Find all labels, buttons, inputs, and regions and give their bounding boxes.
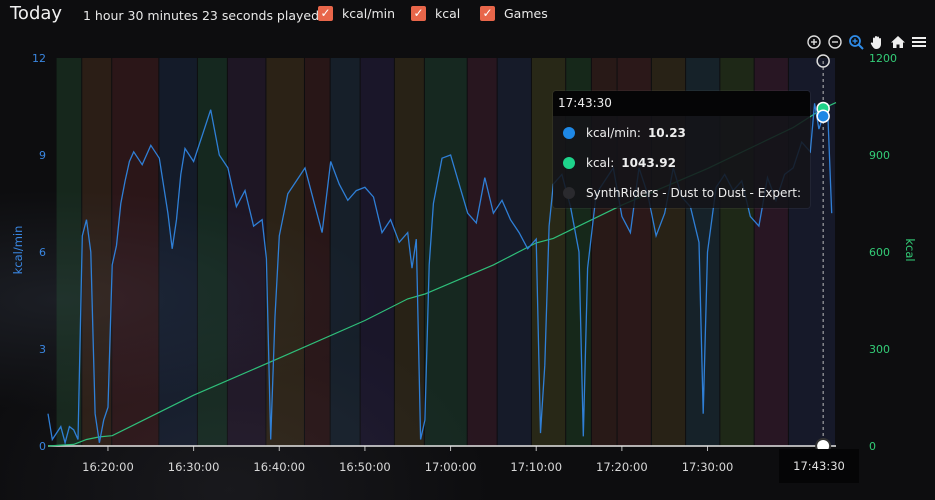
series-dot-icon [563, 187, 575, 199]
game-band [424, 58, 467, 446]
x-tick-label: 16:40:00 [253, 460, 305, 474]
game-band [112, 58, 159, 446]
checkbox-checked-icon[interactable]: ✓ [480, 6, 495, 21]
tooltip-time: 17:43:30 [553, 91, 810, 116]
game-band [82, 58, 112, 446]
header: Today 1 hour 30 minutes 23 seconds playe… [0, 0, 935, 32]
x-tick-label: 16:30:00 [168, 460, 220, 474]
game-band [497, 58, 531, 446]
game-band [197, 58, 227, 446]
toggle-games[interactable]: ✓ Games [480, 6, 548, 21]
y-right-tick-label: 1200 [869, 52, 897, 65]
tooltip-row-label: kcal: [586, 156, 615, 170]
y-right-axis-label: kcal [903, 238, 917, 261]
tooltip-row-value: 1043.92 [621, 156, 676, 170]
toggle-kcal[interactable]: ✓ kcal [411, 6, 460, 21]
marker-kcal-per-min [816, 109, 830, 123]
tooltip-row-game: SynthRiders - Dust to Dust - Expert: [563, 186, 801, 200]
played-duration: 1 hour 30 minutes 23 seconds played [83, 8, 320, 23]
y-right-tick-label: 0 [869, 440, 876, 453]
x-tick-label: 16:20:00 [82, 460, 134, 474]
tooltip-row-label: SynthRiders - Dust to Dust - Expert: [586, 186, 802, 200]
toggle-label: kcal/min [342, 6, 396, 21]
y-right-tick-label: 600 [869, 246, 890, 259]
series-dot-icon [563, 127, 575, 139]
chart-toolbar [805, 33, 928, 51]
game-band [360, 58, 394, 446]
game-band [56, 58, 82, 446]
x-tick-label: 17:30:00 [682, 460, 734, 474]
x-tick-label: 16:50:00 [339, 460, 391, 474]
toggle-label: Games [504, 6, 548, 21]
game-band [159, 58, 197, 446]
crosshair-x-label: 17:43:30 [779, 449, 859, 483]
checkbox-checked-icon[interactable]: ✓ [411, 6, 426, 21]
game-band [304, 58, 330, 446]
x-ticks: 16:20:00 16:30:00 16:40:00 16:50:00 17:00:00… [82, 446, 733, 474]
toggle-label: kcal [435, 6, 461, 21]
y-left-ticks: 0 3 6 9 12 [32, 52, 46, 453]
y-left-tick-label: 12 [32, 52, 46, 65]
y-right-tick-label: 900 [869, 149, 890, 162]
zoom-out-icon[interactable] [826, 33, 844, 51]
crosshair-top-handle[interactable] [816, 54, 830, 68]
x-tick-label: 17:00:00 [425, 460, 477, 474]
y-right-ticks: 0 300 600 900 1200 [869, 52, 897, 453]
zoom-select-icon[interactable] [847, 33, 865, 51]
y-right-tick-label: 300 [869, 343, 890, 356]
game-band [227, 58, 266, 446]
zoom-in-icon[interactable] [805, 33, 823, 51]
toggle-kcal-per-min[interactable]: ✓ kcal/min [318, 6, 395, 21]
y-left-tick-label: 9 [39, 149, 46, 162]
y-left-axis-label: kcal/min [11, 226, 25, 275]
y-left-tick-label: 0 [39, 440, 46, 453]
tooltip-row-value: 10.23 [647, 126, 686, 140]
pan-hand-icon[interactable] [868, 33, 886, 51]
game-band [467, 58, 497, 446]
series-dot-icon [563, 157, 575, 169]
x-tick-label: 17:10:00 [510, 460, 562, 474]
tooltip: 17:43:30 kcal/min: 10.23 kcal: 1043.92 S… [553, 91, 810, 208]
checkbox-checked-icon[interactable]: ✓ [318, 6, 333, 21]
tooltip-row-label: kcal/min: [586, 126, 641, 140]
menu-icon[interactable] [910, 33, 928, 51]
series-line-kcal-per-min [47, 103, 833, 446]
y-left-tick-label: 3 [39, 343, 46, 356]
tooltip-row-kcal-per-min: kcal/min: 10.23 [563, 126, 686, 140]
x-tick-label: 17:20:00 [596, 460, 648, 474]
game-band [330, 58, 360, 446]
home-icon[interactable] [889, 33, 907, 51]
tooltip-row-kcal: kcal: 1043.92 [563, 156, 676, 170]
y-left-tick-label: 6 [39, 246, 46, 259]
page-title: Today [10, 3, 63, 24]
